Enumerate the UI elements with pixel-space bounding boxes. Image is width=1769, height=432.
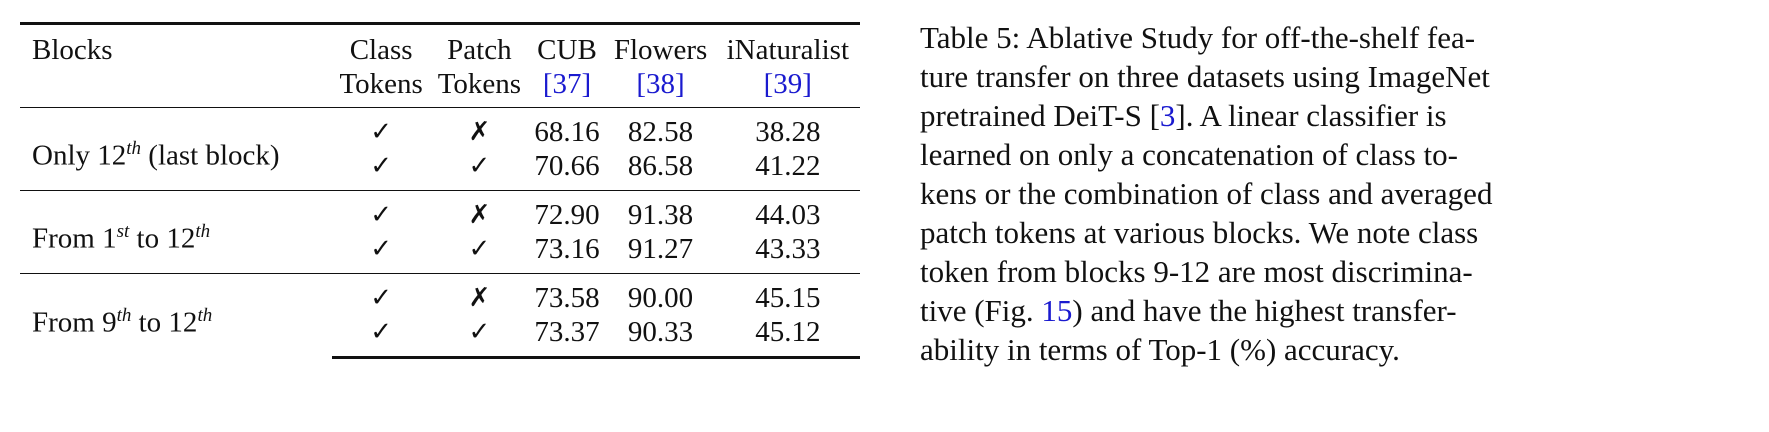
caption-line: Table 5: Ablative Study for off-the-shel…: [920, 20, 1476, 55]
table-row: From 1st to 12th ✓ ✗ 72.90 91.38 44.03: [20, 190, 860, 274]
table-caption: Table 5: Ablative Study for off-the-shel…: [920, 18, 1750, 369]
flowers-value: 86.58: [627, 150, 694, 182]
header-patch-tokens: Patch Tokens: [430, 22, 529, 108]
class-token-check: ✓: [370, 234, 393, 264]
patch-token-check: ✓: [468, 151, 491, 181]
caption-line: ability in terms of Top-1 (%) accuracy.: [920, 332, 1400, 367]
flowers-value: 82.58: [605, 107, 716, 149]
caption-line: learned on only a concatenation of class…: [920, 137, 1458, 172]
patch-token-cross: ✗: [430, 273, 529, 315]
header-class-tokens: Class Tokens: [332, 22, 431, 108]
caption-line: tive (Fig. 15) and have the highest tran…: [920, 293, 1457, 328]
table-row: ✓ ✓ 70.66 86.58 41.22: [20, 149, 860, 191]
inat-value: 44.03: [715, 190, 860, 232]
caption-line: token from blocks 9-12 are most discrimi…: [920, 254, 1473, 289]
patch-token-check: ✓: [468, 234, 491, 264]
inat-value-best: 45.15: [715, 273, 860, 315]
header-flowers: Flowers [38]: [605, 22, 716, 108]
ablation-table: Blocks Class Tokens Patch Tokens CUB [37] F…: [20, 22, 860, 359]
patch-token-cross: ✗: [430, 107, 529, 149]
cub-value: 72.90: [528, 190, 606, 232]
inat-value: 41.22: [755, 150, 821, 182]
cub-value: 73.37: [528, 315, 606, 359]
cub-value: 73.16: [534, 233, 600, 265]
ablation-table-container: Blocks Class Tokens Patch Tokens CUB [37] F…: [20, 22, 860, 359]
figure-ref-link[interactable]: 15: [1041, 293, 1073, 328]
cite-link-38[interactable]: [38]: [636, 68, 685, 100]
table-header-row: Blocks Class Tokens Patch Tokens CUB [37] F…: [20, 22, 860, 108]
caption-line: patch tokens at various blocks. We note …: [920, 215, 1479, 250]
class-token-check: ✓: [332, 315, 431, 359]
table-row: ✓ ✓ 73.16 91.27 43.33: [20, 232, 860, 274]
patch-token-check: ✓: [430, 315, 529, 359]
flowers-value: 91.27: [627, 233, 694, 265]
cite-link-37[interactable]: [37]: [542, 68, 592, 100]
header-inaturalist: iNaturalist [39]: [715, 22, 860, 108]
cub-value: 70.66: [534, 150, 600, 182]
class-token-check: ✓: [332, 107, 431, 149]
table-row: Only 12th (last block) ✓ ✗ 68.16 82.58 3…: [20, 107, 860, 191]
table-row: From 9th to 12th ✓ ✗ 73.58 90.00 45.15: [20, 273, 860, 358]
cub-value: 68.16: [528, 107, 606, 149]
cite-link-39[interactable]: [39]: [763, 68, 812, 100]
class-token-check: ✓: [370, 151, 393, 181]
header-cub: CUB [37]: [528, 22, 606, 108]
inat-value: 43.33: [755, 233, 821, 265]
flowers-value-best: 91.38: [605, 190, 716, 232]
class-token-check: ✓: [332, 273, 431, 315]
cite-link-3[interactable]: 3: [1159, 98, 1176, 133]
flowers-value: 90.33: [605, 315, 716, 359]
inat-value: 38.28: [715, 107, 860, 149]
block-label-only-12th: Only 12th (last block): [20, 107, 332, 191]
class-token-check: ✓: [332, 190, 431, 232]
header-blocks: Blocks: [20, 22, 332, 108]
caption-line: kens or the combination of class and ave…: [920, 176, 1493, 211]
caption-line: ture transfer on three datasets using Im…: [920, 59, 1490, 94]
table-row: ✓ ✓ 73.37 90.33 45.12: [20, 315, 860, 359]
caption-line: pretrained DeiT-S [3]. A linear classifi…: [920, 98, 1447, 133]
flowers-value: 90.00: [605, 273, 716, 315]
block-label-1st-to-12th: From 1st to 12th: [20, 190, 332, 274]
cub-value-best: 73.58: [528, 273, 606, 315]
block-label-9th-to-12th: From 9th to 12th: [20, 273, 332, 358]
patch-token-cross: ✗: [430, 190, 529, 232]
inat-value: 45.12: [715, 315, 860, 359]
